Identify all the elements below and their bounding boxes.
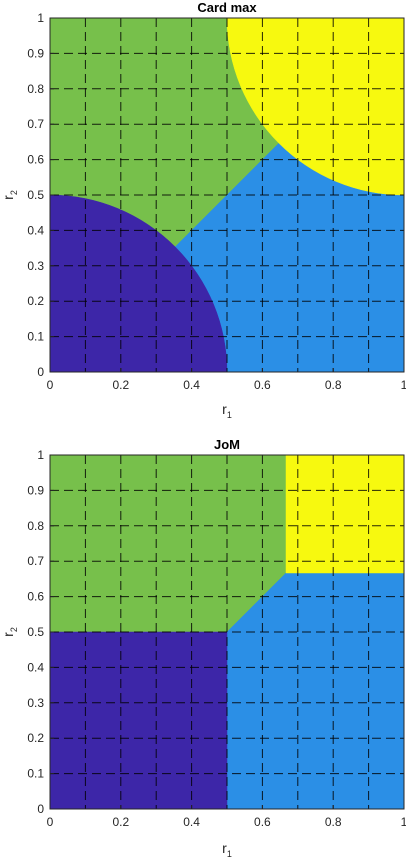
y-tick-label: 0.5 [27,625,44,639]
x-tick-label: 0.8 [325,815,342,829]
x-tick-label: 0.2 [112,815,129,829]
y-tick-label: 0.8 [27,82,44,96]
y-tick-label: 0.4 [27,223,44,237]
x-tick-label: 0.4 [183,378,200,392]
x-tick-label: 0 [47,378,54,392]
y-tick-label: 0.6 [27,590,44,604]
y-tick-label: 0 [37,802,44,816]
x-tick-label: 0.6 [254,815,271,829]
x-axis-label: r1 [222,840,232,858]
y-tick-label: 0 [37,365,44,379]
plot-area [50,455,404,809]
chart-title: JoM [214,437,240,452]
y-axis-label: r2 [0,627,19,637]
x-tick-label: 0.6 [254,378,271,392]
y-tick-label: 0.8 [27,519,44,533]
x-tick-label: 0.8 [325,378,342,392]
x-tick-label: 0 [47,815,54,829]
x-tick-label: 0.2 [112,378,129,392]
y-axis-label: r2 [0,190,19,200]
y-tick-label: 0.6 [27,153,44,167]
chart-title: Card max [197,0,257,15]
region-3 [50,631,228,809]
y-tick-label: 0.2 [27,731,44,745]
y-tick-label: 0.7 [27,554,44,568]
y-tick-label: 0.9 [27,483,44,497]
y-tick-label: 0.1 [27,330,44,344]
y-tick-label: 0.2 [27,294,44,308]
y-tick-label: 1 [37,448,44,462]
x-axis-label: r1 [222,401,232,420]
y-tick-label: 0.3 [27,259,44,273]
plot-area [50,18,404,372]
x-tick-label: 1 [401,378,406,392]
y-tick-label: 0.4 [27,660,44,674]
y-tick-label: 0.9 [27,46,44,60]
y-tick-label: 0.5 [27,188,44,202]
chart-2: 0 0.2 0.4 0.6 0.8 1 0 0.1 0.2 0.3 0.4 0.5 0.6 0.7 0.8 0… [0,437,406,858]
y-tick-label: 0.7 [27,117,44,131]
x-tick-label: 0.4 [183,815,200,829]
region-4 [226,18,404,196]
y-tick-label: 0.3 [27,696,44,710]
region-4 [285,455,404,574]
y-tick-label: 0.1 [27,767,44,781]
chart-1: 0 0.2 0.4 0.6 0.8 1 0 0.1 0.2 0.3 0.4 0.5 0.6 0.7 0.8 0… [0,0,406,420]
y-tick-label: 1 [37,11,44,25]
x-tick-label: 1 [401,815,406,829]
region-3 [50,194,228,372]
